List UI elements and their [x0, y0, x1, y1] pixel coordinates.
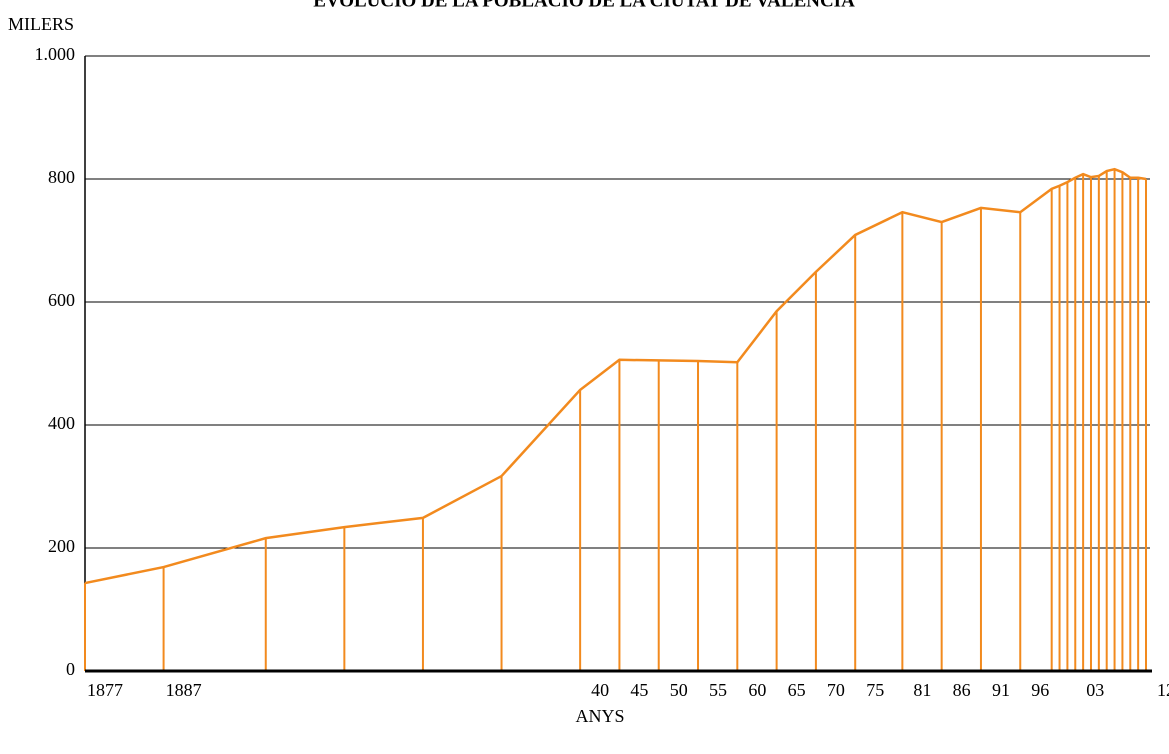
x-tick-label: 86: [953, 680, 971, 700]
y-tick-label: 600: [48, 290, 75, 310]
x-tick-label: 55: [709, 680, 727, 700]
x-tick-label: 50: [670, 680, 688, 700]
x-tick-label: 75: [866, 680, 884, 700]
x-tick-label: 03: [1086, 680, 1104, 700]
y-tick-label: 800: [48, 167, 75, 187]
y-axis-label: MILERS: [8, 14, 74, 34]
chart-title: EVOLUCIÓ DE LA POBLACIÓ DE LA CIUTAT DE …: [313, 0, 855, 11]
y-tick-label: 400: [48, 413, 75, 433]
x-tick-label: 1877: [87, 680, 123, 700]
x-tick-label: 60: [748, 680, 766, 700]
x-tick-label: 65: [788, 680, 806, 700]
y-tick-label: 0: [66, 659, 75, 679]
data-line: [84, 167, 1147, 585]
x-tick-label: 91: [992, 680, 1010, 700]
x-tick-label: 1887: [166, 680, 202, 700]
y-tick-label: 200: [48, 536, 75, 556]
x-tick-label: 81: [913, 680, 931, 700]
x-tick-label: 96: [1031, 680, 1049, 700]
x-tick-label: 12: [1157, 680, 1169, 700]
x-tick-label: 70: [827, 680, 845, 700]
x-tick-label: 45: [630, 680, 648, 700]
y-tick-label: 1.000: [35, 44, 76, 64]
x-axis-label: ANYS: [575, 706, 624, 726]
x-tick-label: 40: [591, 680, 609, 700]
